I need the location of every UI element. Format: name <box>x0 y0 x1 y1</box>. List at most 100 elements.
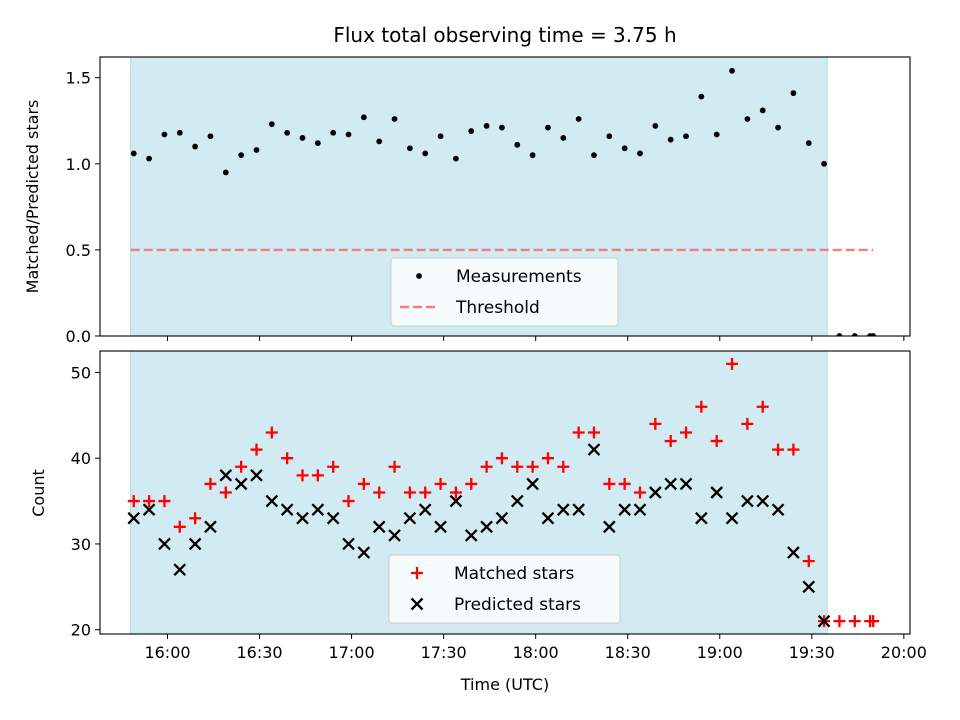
bottom-series1-point <box>250 469 263 482</box>
top-series0-point <box>406 145 413 152</box>
top-legend-label: Measurements <box>456 267 582 287</box>
bottom-xtick-label: 17:30 <box>421 643 467 662</box>
bottom-series1-point <box>649 486 662 499</box>
bottom-legend <box>388 554 621 624</box>
top-series0-point <box>652 122 659 129</box>
top-series0-point <box>345 131 352 138</box>
bottom-series1-point <box>587 443 601 456</box>
bottom-series0-point <box>434 477 447 490</box>
bottom-series0-point <box>495 452 508 465</box>
bottom-series0-point <box>710 435 723 448</box>
top-legend <box>390 257 619 327</box>
bottom-series0-point <box>618 477 631 490</box>
bottom-series1-point <box>219 469 233 482</box>
top-series0-point <box>790 90 797 97</box>
bottom-series0-point <box>480 460 493 473</box>
top-series0-point <box>161 131 168 138</box>
bottom-series1-point <box>510 494 524 508</box>
bottom-series0-point <box>143 495 156 508</box>
bottom-xtick-label: 17:00 <box>329 643 375 662</box>
bottom-series1-point <box>158 537 171 551</box>
bottom-xtick-label: 19:30 <box>789 643 835 662</box>
top-series0-point <box>222 169 229 176</box>
top-ytick-label: 1.0 <box>66 155 91 174</box>
top-series0-point <box>683 133 689 140</box>
bottom-series1-point <box>142 503 156 516</box>
top-series0-point <box>606 133 613 140</box>
bottom-ytick-label: 40 <box>71 449 91 468</box>
bottom-series1-point <box>618 503 631 516</box>
bottom-series0-point <box>526 460 539 473</box>
bottom-series1-point <box>679 477 693 491</box>
top-series0-point <box>744 116 751 122</box>
top-series0-point <box>284 129 291 136</box>
bottom-series0-point <box>189 512 202 525</box>
bottom-series0-point <box>127 495 140 508</box>
bottom-series1-point <box>234 477 248 491</box>
top-series0-point <box>851 333 858 336</box>
bottom-series1-point <box>756 494 770 508</box>
bottom-series0-point <box>787 443 800 456</box>
top-series0-point <box>299 135 306 141</box>
bottom-series1-point <box>741 494 754 508</box>
bottom-series1-point <box>633 503 647 516</box>
bottom-series0-point <box>587 426 600 439</box>
bottom-series1-point <box>725 511 739 525</box>
bottom-series0-point <box>449 486 462 499</box>
bottom-series0-point <box>867 615 880 628</box>
top-series0-point <box>591 152 597 159</box>
bottom-series1-point <box>357 546 371 559</box>
bottom-series0-point <box>802 555 815 568</box>
bottom-series1-point <box>526 477 539 491</box>
bottom-series0-point <box>634 486 646 499</box>
bottom-series0-point <box>250 443 263 456</box>
bottom-series0-point <box>219 486 232 499</box>
top-series0-point <box>836 333 843 336</box>
top-series0-point <box>422 150 429 157</box>
bottom-series0-point <box>541 452 554 465</box>
top-ytick-label: 0.5 <box>66 241 91 260</box>
bottom-series0-point <box>419 486 432 499</box>
bottom-legend-label: Matched stars <box>454 564 574 584</box>
top-series0-point <box>805 140 812 147</box>
bottom-series1-point <box>296 511 309 525</box>
bottom-series0-point <box>695 400 708 413</box>
xlabel: Time (UTC) <box>460 675 549 694</box>
top-legend-marker <box>416 273 422 279</box>
top-series0-point <box>207 133 214 140</box>
top-ytick-label: 1.5 <box>66 69 91 88</box>
bottom-series1-point <box>695 511 708 525</box>
top-legend-label: Threshold <box>455 298 540 318</box>
chart-title: Flux total observing time = 3.75 h <box>333 23 676 47</box>
bottom-series1-point <box>342 537 355 551</box>
bottom-series1-point <box>771 503 785 516</box>
top-series0-point <box>176 129 183 136</box>
top-series0-point <box>238 152 245 159</box>
bottom-ylabel: Count <box>29 469 48 517</box>
top-panel: 0.0 0.5 1.0 1.5 Measurements Threshold <box>66 56 911 346</box>
top-series0-point <box>499 124 505 131</box>
bottom-series1-point <box>449 494 463 508</box>
bottom-panel: 20 30 40 50 16:00 16:30 17:00 17:30 18:00 18:30 19… <box>71 350 927 662</box>
bottom-series1-point <box>434 520 447 534</box>
top-ytick-label: 0.0 <box>66 327 91 346</box>
bottom-series1-point <box>817 614 831 628</box>
bottom-ytick-label: 20 <box>71 621 91 640</box>
bottom-series1-point <box>265 494 279 508</box>
bottom-series1-point <box>311 503 325 516</box>
top-ylabel: Matched/Predicted stars <box>23 100 42 294</box>
bottom-xtick-label: 19:00 <box>697 643 743 662</box>
bottom-series1-point <box>326 511 340 525</box>
top-series0-point <box>314 140 321 147</box>
bottom-series0-point <box>664 435 677 448</box>
bottom-series0-point <box>342 495 355 508</box>
top-series0-point <box>821 160 827 167</box>
bottom-legend-marker <box>410 597 424 611</box>
bottom-series0-point <box>649 417 662 430</box>
bottom-plot-area <box>127 357 880 628</box>
bottom-xtick-label: 18:30 <box>605 643 651 662</box>
bottom-series1-point <box>787 546 800 559</box>
bottom-series0-point <box>557 460 570 473</box>
top-series0-point <box>545 124 551 131</box>
bottom-series0-point <box>373 486 386 499</box>
